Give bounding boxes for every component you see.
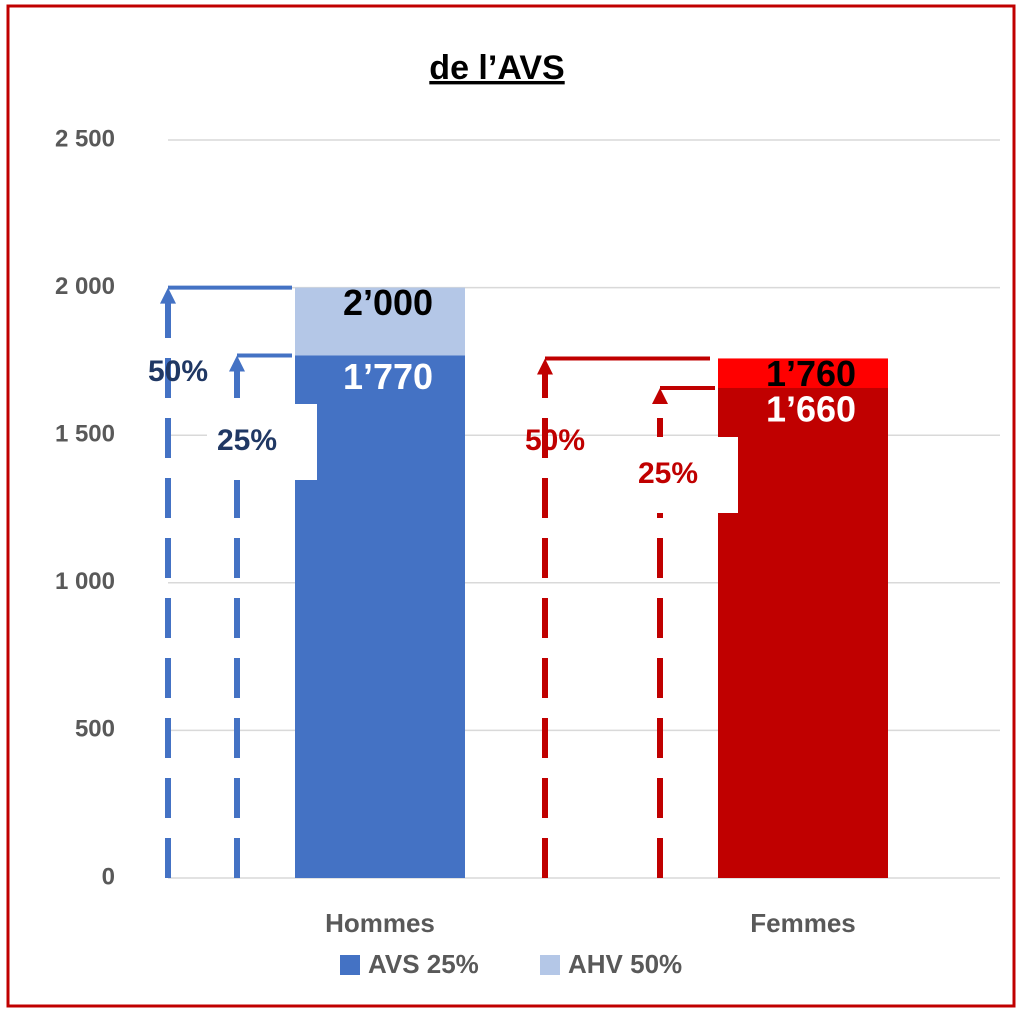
legend-swatch [540,955,560,975]
annotation: 25% [217,424,277,457]
legend-swatch [340,955,360,975]
arrow-head [229,355,245,372]
data-label: 1’660 [766,388,856,429]
data-label: 1’760 [766,353,856,394]
frame [6,4,1016,1008]
y-tick-label: 2 500 [55,125,115,152]
legend-label: AVS 25% [368,949,479,979]
bar [718,387,888,878]
annotation: 50% [148,355,208,388]
arrow-head [160,287,176,304]
annotation: 50% [525,424,585,457]
data-label: 1’770 [343,356,433,397]
label-box [207,404,317,480]
y-tick-label: 500 [75,716,115,743]
y-tick-label: 1 000 [55,568,115,595]
chart-title: de l’AVS [429,49,564,87]
y-tick-label: 0 [102,863,115,890]
x-tick-label: Hommes [325,908,435,938]
arrow-head [652,387,668,404]
annotation: 25% [638,457,698,490]
y-tick-label: 2 000 [55,273,115,300]
data-label: 2’000 [343,282,433,323]
y-tick-label: 1 500 [55,421,115,448]
bar [295,355,465,879]
legend-label: AHV 50% [568,949,682,979]
label-box [628,437,738,513]
x-tick-label: Femmes [750,908,856,938]
arrow-head [537,358,553,375]
